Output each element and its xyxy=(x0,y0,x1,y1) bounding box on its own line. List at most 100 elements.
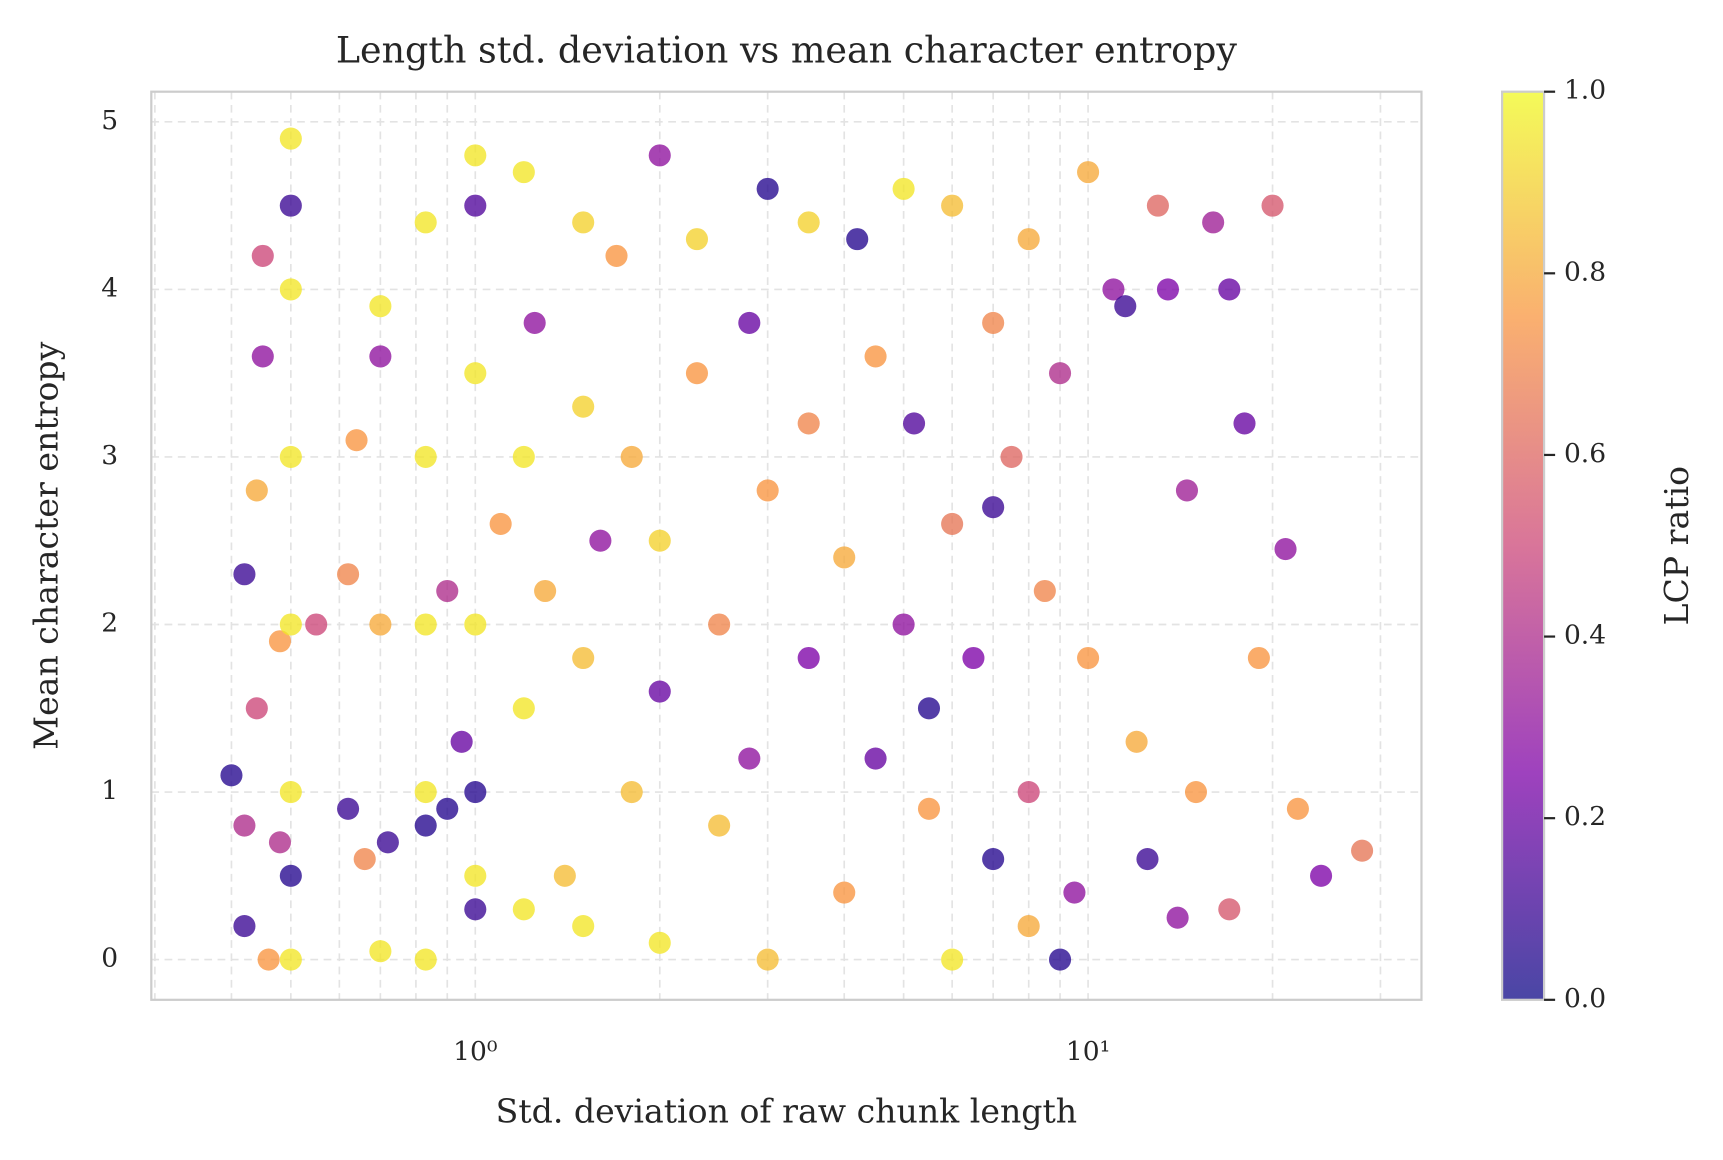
point xyxy=(864,345,887,368)
colorbar-tick-label: 1.0 xyxy=(1564,75,1606,106)
point xyxy=(251,345,274,368)
chart-title: Length std. deviation vs mean character … xyxy=(336,29,1238,72)
point xyxy=(833,881,856,904)
point xyxy=(233,814,256,837)
point xyxy=(464,613,487,636)
point xyxy=(1114,295,1137,318)
point xyxy=(1077,161,1100,184)
point xyxy=(648,144,671,167)
point xyxy=(572,915,595,938)
point xyxy=(685,362,709,385)
point xyxy=(279,445,302,468)
point xyxy=(257,948,280,971)
point xyxy=(1033,579,1056,603)
point xyxy=(414,211,437,234)
point xyxy=(279,613,302,636)
colorbar-tick-label: 0.0 xyxy=(1564,983,1606,1014)
point xyxy=(436,579,459,603)
point xyxy=(797,412,820,435)
point xyxy=(464,898,487,921)
point xyxy=(572,395,595,418)
colorbar-label: LCP ratio xyxy=(1657,466,1696,626)
point xyxy=(1000,445,1023,468)
point xyxy=(756,948,779,971)
point xyxy=(1077,646,1100,670)
point xyxy=(1017,915,1040,938)
point xyxy=(572,646,595,670)
colorbar-tick-label: 0.4 xyxy=(1564,620,1606,651)
y-tick-label: 2 xyxy=(101,607,118,638)
y-tick-label: 0 xyxy=(101,943,118,974)
point xyxy=(1102,278,1125,301)
point xyxy=(305,613,328,636)
point xyxy=(620,445,643,468)
point xyxy=(345,429,368,452)
point xyxy=(245,479,268,502)
point xyxy=(620,781,643,804)
point xyxy=(941,948,964,971)
point xyxy=(1063,881,1086,904)
point xyxy=(512,445,535,468)
point xyxy=(268,630,292,653)
point xyxy=(489,512,512,536)
colorbar-fill xyxy=(1500,90,1546,1001)
point xyxy=(464,144,487,167)
point xyxy=(414,814,437,837)
point xyxy=(233,915,256,938)
point xyxy=(864,747,887,770)
point xyxy=(279,864,302,887)
points xyxy=(220,127,1374,971)
point xyxy=(414,613,437,636)
point xyxy=(1125,730,1148,753)
point xyxy=(756,479,779,502)
point xyxy=(464,362,487,385)
x-tick-label: 10⁰ xyxy=(453,1036,497,1067)
point xyxy=(1175,479,1199,502)
y-tick-label: 3 xyxy=(101,440,118,471)
point xyxy=(982,311,1005,334)
point xyxy=(738,747,761,770)
point xyxy=(589,529,612,552)
point xyxy=(1233,412,1256,435)
point xyxy=(756,177,779,200)
colorbar-tick-label: 0.6 xyxy=(1564,438,1606,469)
y-tick-label: 4 xyxy=(101,272,118,303)
point xyxy=(833,546,856,569)
point xyxy=(892,613,915,636)
y-axis-label: Mean character entropy xyxy=(27,341,66,749)
colorbar-tick-label: 0.2 xyxy=(1564,801,1606,832)
point xyxy=(1146,194,1169,217)
point xyxy=(369,345,392,368)
point xyxy=(534,579,557,603)
point xyxy=(1310,864,1333,887)
point xyxy=(846,228,869,251)
point xyxy=(337,563,360,586)
point xyxy=(797,211,820,234)
point xyxy=(279,278,302,301)
point xyxy=(797,646,820,670)
y-tick-label: 5 xyxy=(101,105,118,136)
point xyxy=(464,194,487,217)
point xyxy=(337,797,360,820)
point xyxy=(892,177,915,200)
point xyxy=(414,781,437,804)
colorbar-tick-label: 0.8 xyxy=(1564,256,1606,287)
point xyxy=(738,311,761,334)
point xyxy=(903,412,926,435)
point xyxy=(512,697,535,720)
y-tick-label: 1 xyxy=(101,775,118,806)
point xyxy=(464,864,487,887)
point xyxy=(233,563,256,586)
point xyxy=(708,613,731,636)
point xyxy=(279,781,302,804)
point xyxy=(1184,781,1208,804)
point xyxy=(268,831,292,854)
point xyxy=(982,496,1005,519)
x-tick-label: 10¹ xyxy=(1066,1036,1110,1067)
point xyxy=(685,228,709,251)
point xyxy=(941,512,964,536)
colorbar: 0.0 0.2 0.4 0.6 0.8 1.0 xyxy=(1500,75,1606,1014)
point xyxy=(220,764,243,787)
point xyxy=(941,194,964,217)
